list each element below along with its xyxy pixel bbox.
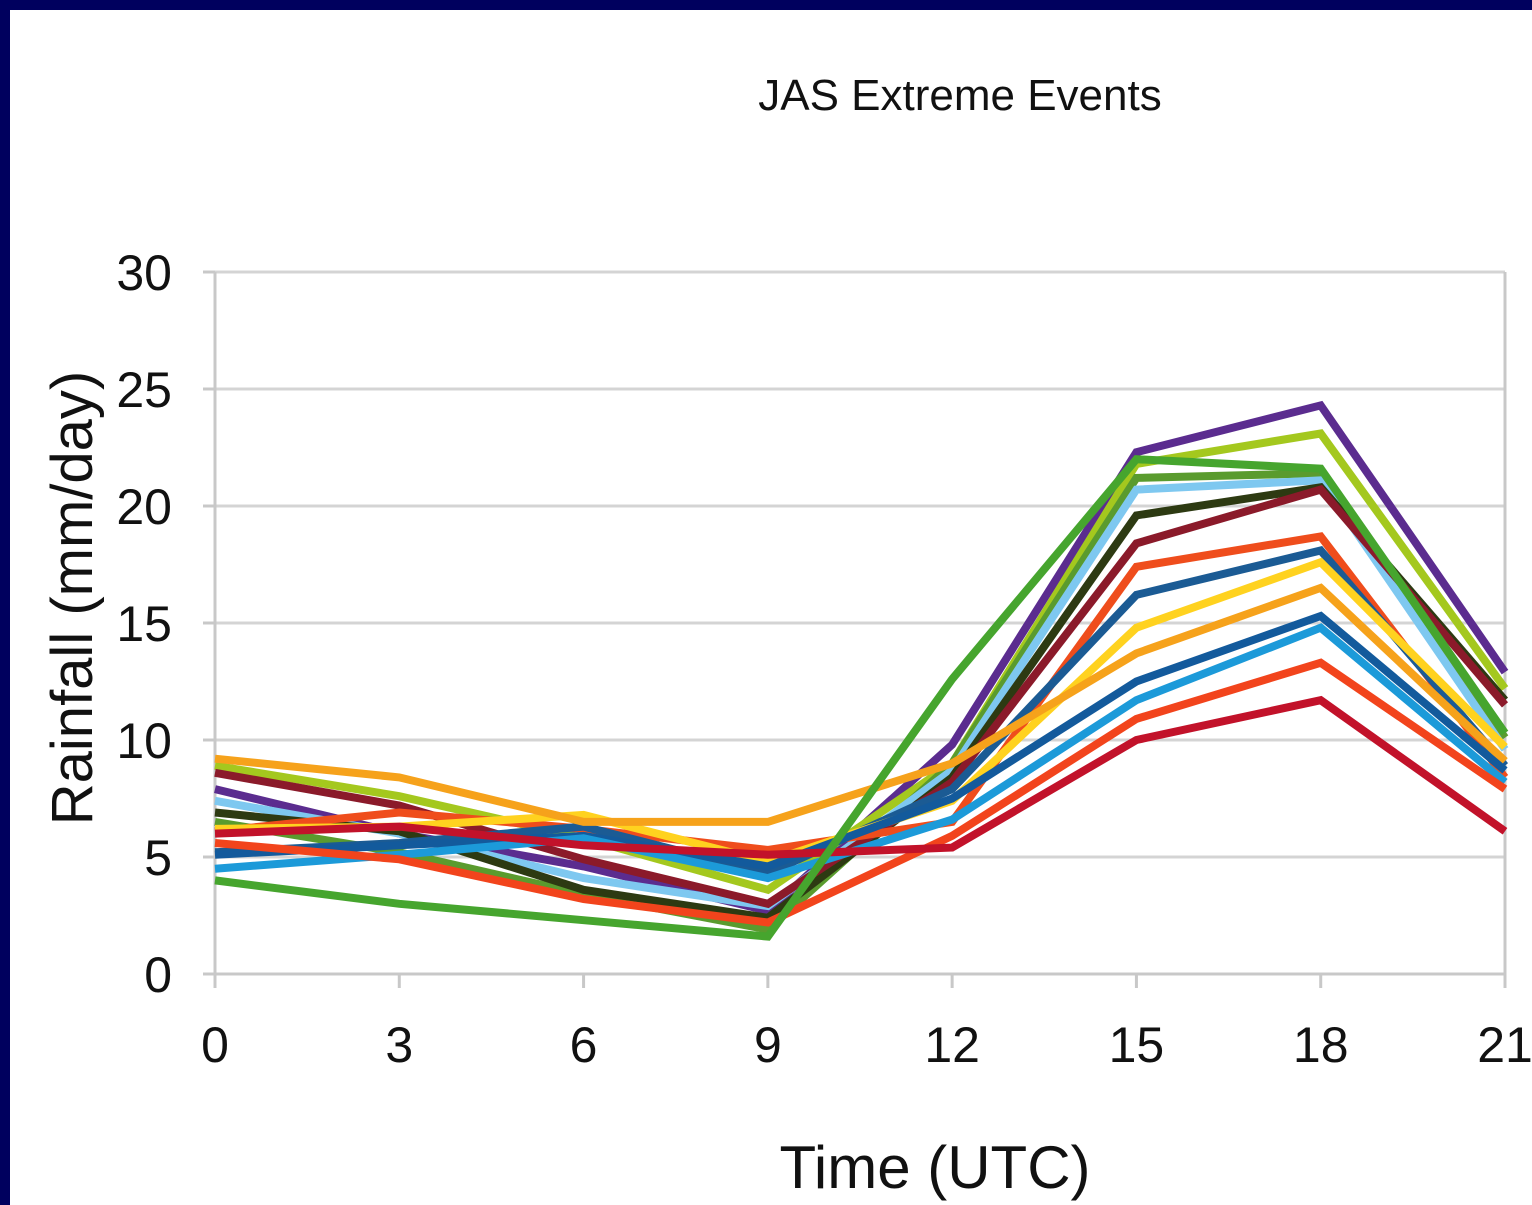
series-line-15 (214, 455, 1509, 941)
x-tick-labels: 0 3 6 9 12 15 18 21 (201, 1017, 1532, 1073)
x-tick-label: 18 (1293, 1017, 1349, 1073)
y-tick-label: 25 (116, 362, 172, 418)
y-tick-label: 15 (116, 596, 172, 652)
y-tick-label: 20 (116, 479, 172, 535)
x-tick-label: 6 (570, 1017, 598, 1073)
y-axis-label: Rainfall (mm/day) (40, 371, 105, 825)
y-tick-labels: 0 5 10 15 20 25 30 (116, 245, 172, 1003)
y-tick-label: 10 (116, 713, 172, 769)
series-line-11 (214, 611, 1508, 871)
line-chart: JAS Extreme Events 0 5 10 15 20 25 30 0 3 6 9 12 15… (40, 71, 1532, 1201)
series-line-2 (214, 429, 1509, 895)
x-tick-label: 9 (754, 1017, 782, 1073)
series-line-14 (214, 695, 1508, 859)
axes (203, 270, 1507, 988)
x-axis-label: Time (UTC) (779, 1134, 1090, 1201)
chart-title: JAS Extreme Events (758, 71, 1161, 120)
series-line-10 (214, 583, 1508, 826)
x-tick-label: 21 (1477, 1017, 1532, 1073)
chart-panel: JAS Extreme Events 0 5 10 15 20 25 30 0 3 6 9 12 15… (10, 10, 1532, 1205)
y-tick-label: 0 (144, 947, 172, 1003)
series-lines (214, 400, 1509, 941)
x-tick-label: 15 (1109, 1017, 1165, 1073)
y-tick-label: 5 (144, 830, 172, 886)
series-line-13 (214, 658, 1508, 927)
x-tick-label: 3 (385, 1017, 413, 1073)
x-tick-label: 12 (924, 1017, 980, 1073)
gridlines (215, 270, 1505, 859)
y-tick-label: 30 (116, 245, 172, 301)
x-tick-label: 0 (201, 1017, 229, 1073)
